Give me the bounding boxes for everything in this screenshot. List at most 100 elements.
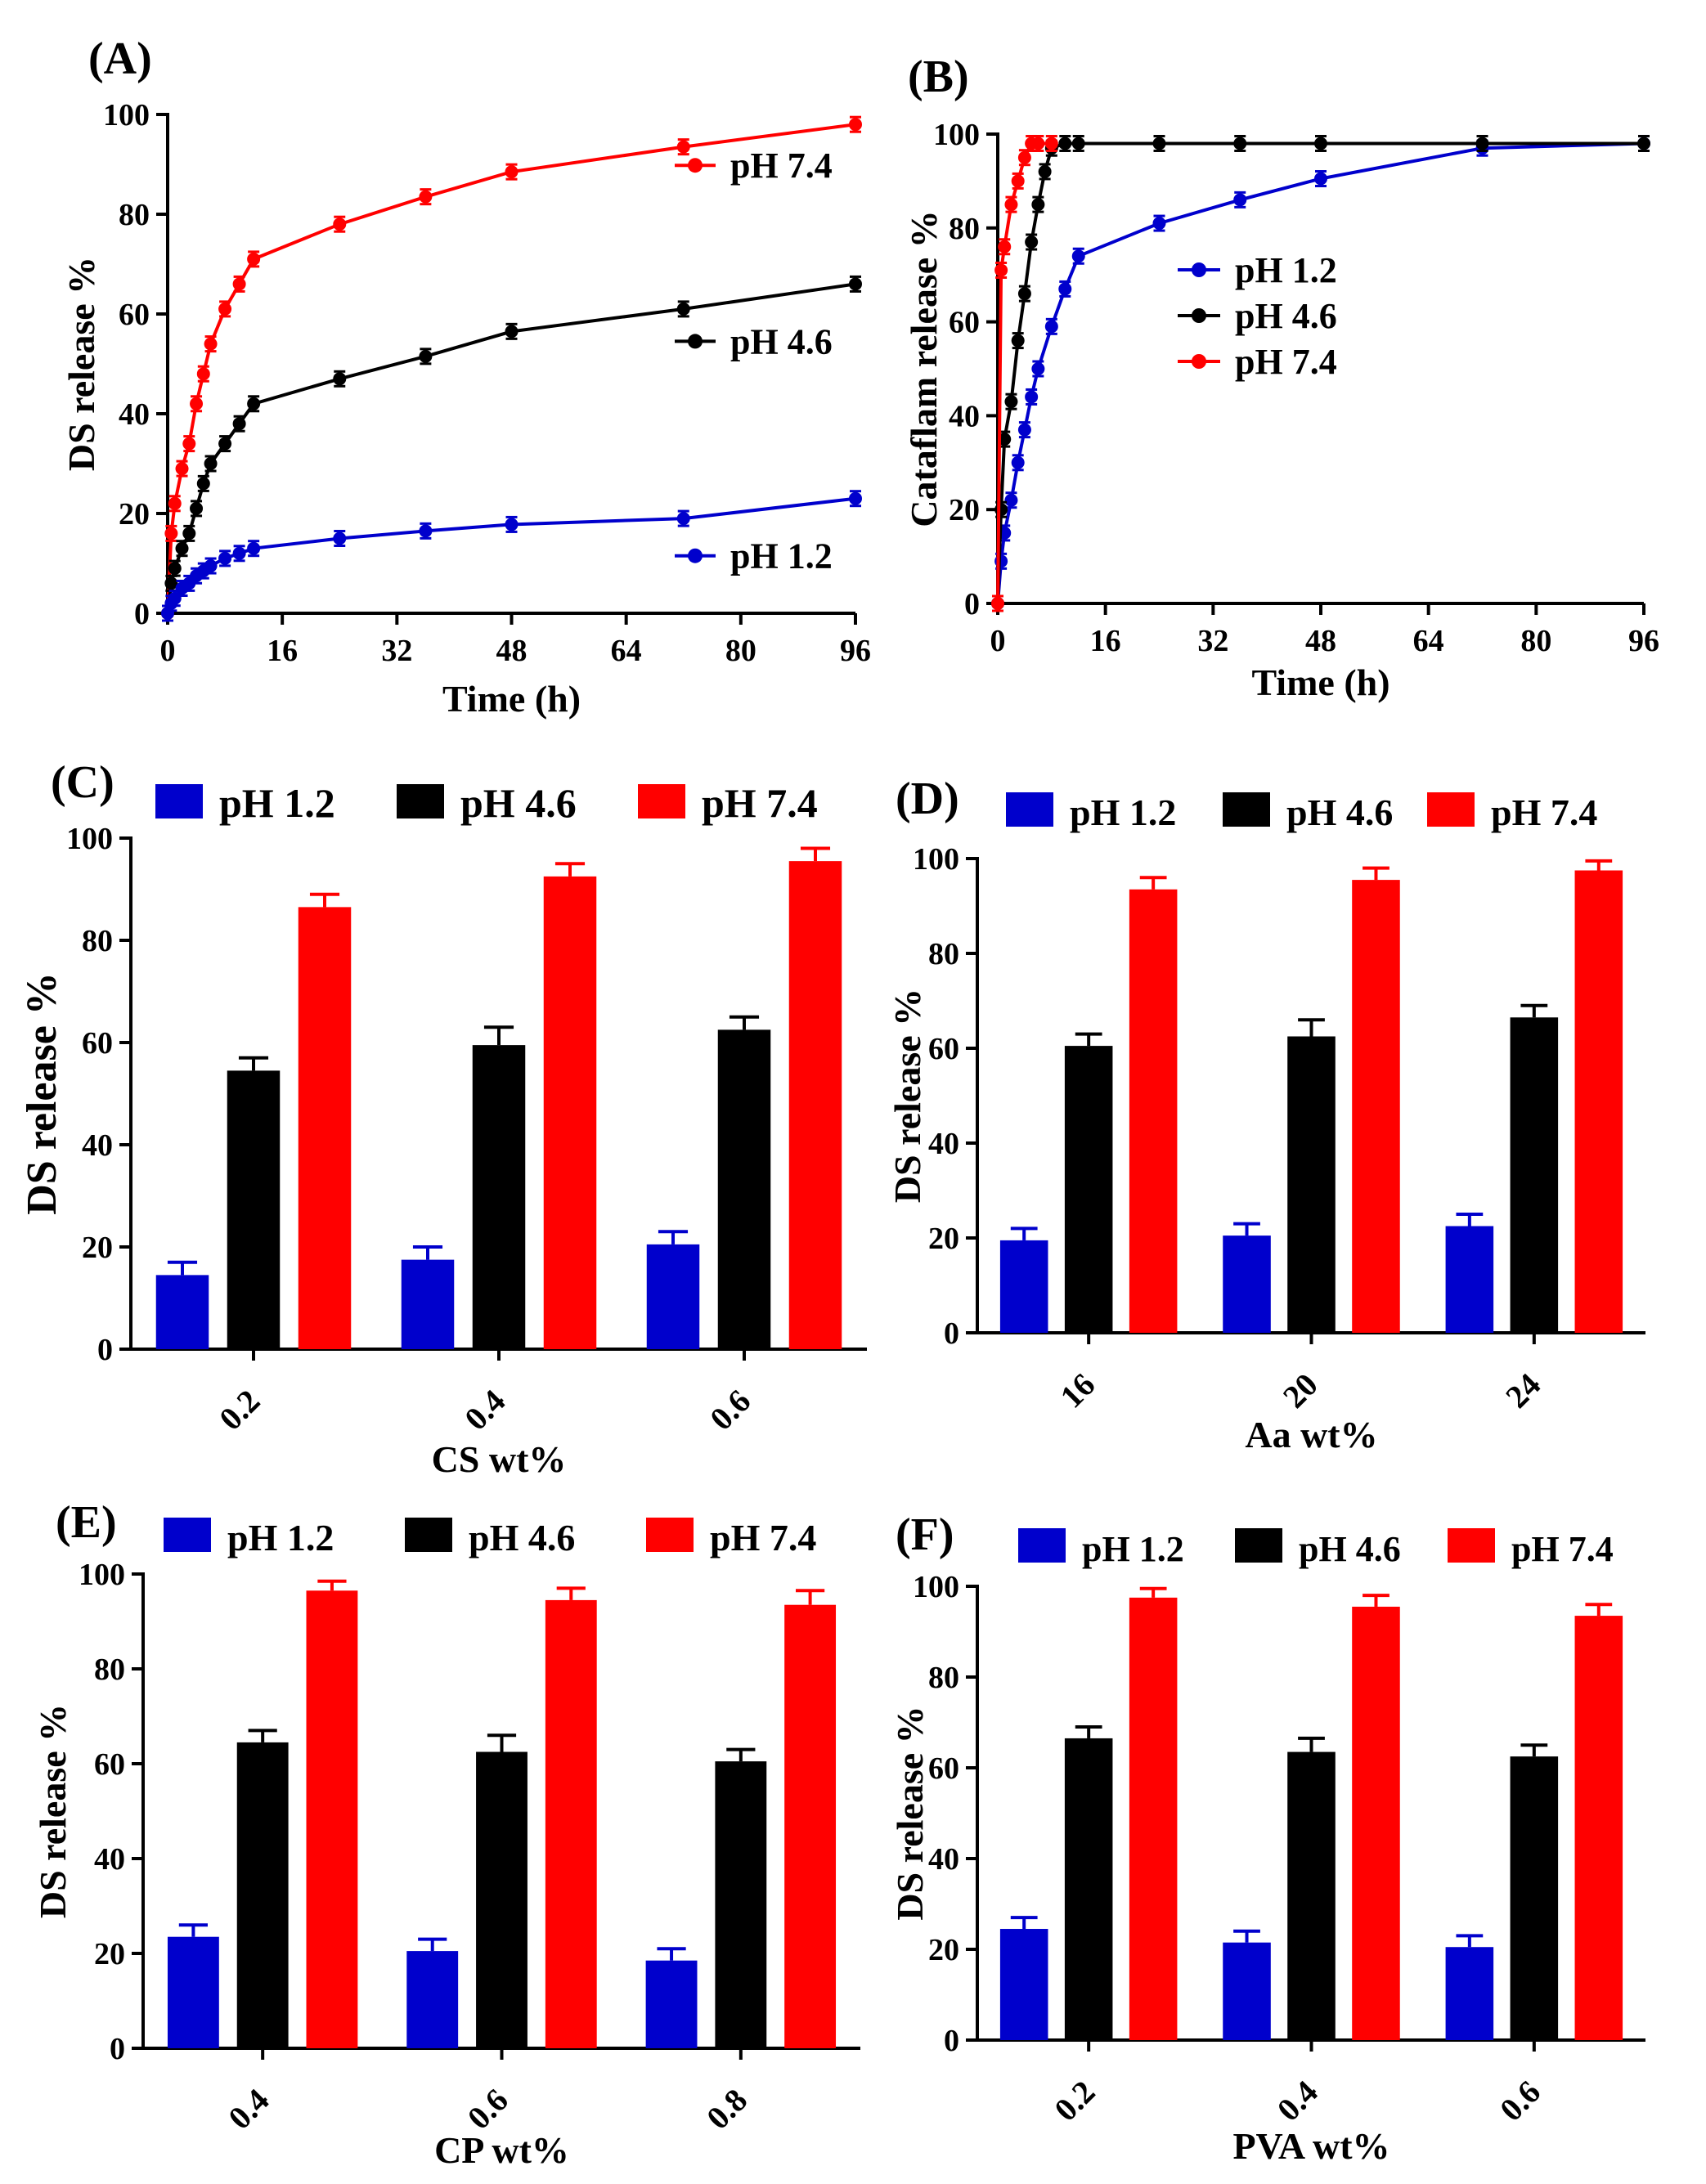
y-tick-label: 60: [119, 298, 150, 332]
bar-ph-1-2-16: [999, 1240, 1048, 1333]
bar-ph-4-6-0-4: [236, 1742, 289, 2048]
panel-e: (E) 0 20 40 60 80 100 DS release % CP wt% 0.4 0.6 0…: [32, 1497, 860, 2171]
data-point: [676, 512, 690, 526]
data-point: [1152, 217, 1166, 231]
y-tick-label: 60: [949, 306, 980, 340]
legend-marker: [688, 158, 703, 173]
legend-marker: [688, 548, 703, 563]
legend-swatch: [397, 784, 444, 818]
legend-swatch: [164, 1518, 211, 1552]
data-point: [1031, 362, 1045, 375]
data-point: [175, 462, 189, 476]
data-point: [1314, 172, 1327, 186]
x-tick-label: 32: [1197, 624, 1228, 658]
data-point: [1025, 390, 1039, 404]
y-tick-label: 100: [79, 1558, 125, 1592]
data-point: [419, 524, 433, 538]
x-tick-label: 0.6: [703, 1383, 757, 1437]
data-point: [1025, 235, 1039, 249]
y-tick-label: 20: [119, 497, 150, 531]
data-point: [1031, 137, 1045, 150]
y-tick-label: 100: [913, 1570, 959, 1604]
y-tick-label: 40: [94, 1842, 125, 1877]
data-point: [419, 349, 433, 363]
legend-label: pH 7.4: [702, 780, 818, 826]
legend-swatch: [1448, 1528, 1495, 1563]
legend-label: pH 4.6: [1286, 792, 1393, 833]
bar-ph-7-4-0-2: [298, 907, 352, 1349]
y-tick-label: 40: [949, 399, 980, 433]
legend-swatch: [155, 784, 203, 818]
series-line: [166, 123, 856, 614]
legend-swatch: [1006, 792, 1053, 827]
legend-swatch: [1223, 792, 1270, 827]
x-tick-label: 48: [496, 634, 528, 668]
bar-ph-1-2-0-4: [401, 1259, 455, 1349]
y-tick-label: 80: [119, 198, 150, 232]
bar-ph-7-4-24: [1574, 870, 1623, 1333]
y-tick-label: 60: [928, 1032, 959, 1066]
x-tick-label: 80: [725, 634, 756, 668]
data-point: [505, 518, 519, 531]
y-tick-label: 40: [82, 1128, 113, 1163]
y-tick-label: 80: [82, 924, 113, 958]
panel-c: (C) 0 20 40 60 80 100 DS release % CS wt% 0.2 0.4 0…: [19, 757, 867, 1480]
x-tick-label: 96: [1628, 624, 1659, 658]
legend-item-ph-1-2: pH 1.2: [1018, 1528, 1184, 1569]
legend-swatch: [1018, 1528, 1066, 1563]
data-point: [998, 240, 1012, 253]
y-tick-label: 40: [928, 1842, 959, 1877]
data-point: [218, 437, 232, 451]
data-point: [676, 302, 690, 316]
data-point: [333, 218, 347, 231]
data-point: [505, 325, 519, 339]
x-tick-label: 24: [1498, 1366, 1547, 1415]
series-line: [996, 141, 1645, 604]
x-axis-label: Aa wt%: [1245, 1414, 1377, 1455]
data-point: [1044, 320, 1058, 334]
legend-label: pH 1.2: [227, 1517, 334, 1558]
panel-f: (F) 0 20 40 60 80 100 DS release % PVA wt% 0.2 0.4…: [889, 1509, 1645, 2167]
x-tick-label: 0: [160, 634, 176, 668]
data-point: [168, 496, 182, 510]
legend-label: pH 1.2: [1082, 1529, 1184, 1569]
x-axis-label: PVA wt%: [1232, 2125, 1389, 2167]
x-tick-label: 20: [1276, 1366, 1325, 1415]
legend-item-ph-7-4: pH 7.4: [1448, 1528, 1614, 1569]
panel-label: (D): [896, 774, 959, 824]
legend-swatch: [1427, 792, 1475, 827]
x-axis-label: Time (h): [442, 678, 581, 720]
x-tick-label: 0.4: [457, 1383, 512, 1437]
data-point: [849, 277, 862, 291]
legend-swatch: [638, 784, 685, 818]
data-point: [419, 190, 433, 204]
bar-ph-1-2-0-4: [167, 1936, 219, 2048]
x-tick-label: 64: [611, 634, 642, 668]
x-tick-label: 96: [840, 634, 871, 668]
y-tick-label: 80: [928, 937, 959, 971]
bar-ph-7-4-0-6: [1574, 1616, 1623, 2040]
y-axis-label: DS release %: [61, 257, 102, 471]
data-point: [1058, 282, 1072, 296]
legend-swatch: [405, 1518, 452, 1552]
y-tick-label: 100: [103, 98, 150, 132]
data-point: [190, 397, 204, 410]
x-axis-label: Time (h): [1251, 661, 1389, 703]
bar-ph-4-6-0-6: [1510, 1756, 1559, 2040]
y-tick-label: 80: [928, 1661, 959, 1695]
bar-ph-4-6-0-8: [715, 1761, 767, 2048]
legend-item-ph-7-4: pH 7.4: [1178, 342, 1337, 382]
data-point: [1314, 137, 1327, 150]
series-ph-1-2: [161, 490, 862, 622]
legend-label: pH 7.4: [730, 146, 833, 186]
data-point: [676, 140, 690, 154]
bar-ph-4-6-0-6: [476, 1751, 528, 2048]
x-tick-label: 16: [1090, 624, 1121, 658]
data-point: [849, 118, 862, 132]
y-tick-label: 0: [944, 1316, 959, 1351]
y-tick-label: 40: [928, 1127, 959, 1161]
legend-item-ph-4-6: pH 4.6: [405, 1517, 575, 1558]
bar-ph-7-4-16: [1129, 889, 1178, 1333]
data-point: [218, 551, 232, 565]
y-tick-label: 0: [110, 2032, 125, 2066]
